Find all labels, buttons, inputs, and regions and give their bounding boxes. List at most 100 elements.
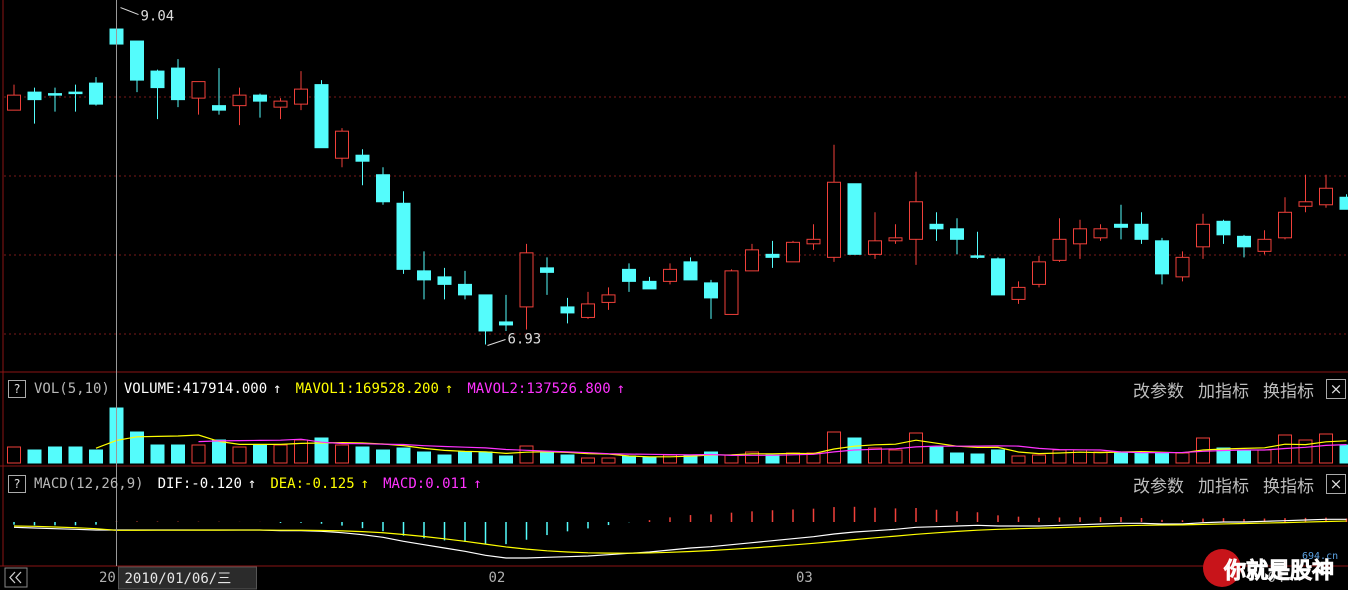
volume-bar <box>1319 433 1333 464</box>
candle-body <box>1155 240 1169 275</box>
legend-value: :137526.800 <box>517 381 611 397</box>
volume-bar <box>745 451 759 464</box>
candle-body <box>909 201 923 240</box>
volume-bar <box>314 437 329 464</box>
legend-value: :0.011 <box>416 476 468 492</box>
candle-body <box>991 258 1005 296</box>
volume-bar <box>212 439 226 464</box>
x-tick-label: 04 <box>1268 570 1285 586</box>
volume-bar <box>417 451 431 464</box>
candle-body <box>376 174 390 203</box>
volume-bar <box>253 444 267 464</box>
close-button[interactable]: × <box>1326 379 1346 399</box>
candle-body <box>191 81 206 99</box>
menu-button[interactable]: 改参数 <box>1133 476 1184 497</box>
candle-body <box>253 94 267 102</box>
volume-bar <box>1298 439 1313 464</box>
volume-bar <box>68 446 83 464</box>
legend-name: DEA <box>270 476 296 492</box>
candle-body <box>212 105 226 111</box>
candle-body <box>806 238 821 245</box>
candle-body <box>1278 211 1292 239</box>
max-leader <box>120 7 139 15</box>
candle-body <box>27 91 42 101</box>
volume-bar <box>888 449 903 464</box>
candle-body <box>1052 238 1067 261</box>
legend-arrow: ↑ <box>360 476 370 492</box>
candle-body <box>273 100 288 108</box>
volume-bar <box>929 446 944 464</box>
volume-bar <box>27 449 42 464</box>
indicator-title: VOL(5,10) <box>34 381 110 397</box>
close-button[interactable]: × <box>1326 474 1346 494</box>
candle-body <box>417 270 431 281</box>
volume-bar <box>540 452 554 464</box>
crosshair-date-box <box>118 566 257 590</box>
candle-body <box>355 154 370 162</box>
legend-value: :-0.120 <box>182 476 242 492</box>
volume-bar <box>519 445 534 464</box>
candle-body <box>232 94 247 107</box>
menu-button[interactable]: 加指标 <box>1198 476 1249 497</box>
candle-body <box>1073 228 1087 245</box>
volume-bar <box>1339 444 1348 464</box>
candle-body <box>888 237 903 242</box>
volume-bar <box>478 451 493 464</box>
x-tick-label: 20 <box>99 570 116 586</box>
volume-bar <box>89 449 103 464</box>
candle-body <box>827 181 841 258</box>
volume-bar <box>560 454 575 464</box>
indicator-line <box>198 438 1347 456</box>
volume-bar <box>7 446 21 464</box>
indicator-title: MACD(12,26,9) <box>34 476 144 492</box>
volume-bar <box>765 454 780 464</box>
volume-buttons: 改参数 加指标 换指标 <box>1133 378 1314 402</box>
candle-body <box>519 252 534 308</box>
candle-body <box>1257 238 1272 252</box>
volume-bar <box>1032 454 1046 464</box>
help-button[interactable]: ? <box>8 475 26 493</box>
candle-body <box>786 241 800 263</box>
candle-body <box>970 255 985 258</box>
candle-body <box>704 282 718 299</box>
legend-arrow: ↑ <box>247 476 257 492</box>
candle-body <box>150 70 165 89</box>
legend-arrow: ↑ <box>616 381 626 397</box>
candle-body <box>1196 223 1210 248</box>
legend-arrow: ↑ <box>444 381 454 397</box>
volume-bar <box>991 449 1005 464</box>
volume-bar <box>48 446 62 464</box>
candle-body <box>929 223 944 230</box>
legend-arrow: ↑ <box>273 381 282 397</box>
legend-name: MAVOL1 <box>295 381 347 397</box>
candle-body <box>683 261 698 281</box>
menu-button[interactable]: 加指标 <box>1198 381 1249 402</box>
candle-body <box>1011 286 1026 300</box>
candle-body <box>89 82 103 105</box>
volume-bar <box>1237 449 1251 464</box>
help-button[interactable]: ? <box>8 380 26 398</box>
indicator-line <box>13 520 1347 554</box>
candle-body <box>130 40 144 81</box>
candle-body <box>396 202 411 270</box>
candle-body <box>458 283 472 296</box>
candle-body <box>1339 196 1348 210</box>
button-frame <box>4 567 28 588</box>
volume-bar <box>622 455 636 464</box>
candle-body <box>1175 256 1190 278</box>
volume-bar <box>437 454 452 464</box>
volume-bar <box>827 431 841 464</box>
menu-button[interactable]: 改参数 <box>1133 381 1184 402</box>
scroll-back-button[interactable] <box>4 567 28 588</box>
legend-name: DIF <box>157 476 183 492</box>
volume-bar <box>1134 452 1149 464</box>
legend-name: MAVOL2 <box>467 381 518 397</box>
button-icon <box>9 571 22 584</box>
candle-body <box>540 267 554 273</box>
menu-button[interactable]: 换指标 <box>1263 381 1314 402</box>
menu-button[interactable]: 换指标 <box>1263 476 1314 497</box>
volume-bar <box>150 444 165 464</box>
candle-body <box>601 294 616 303</box>
